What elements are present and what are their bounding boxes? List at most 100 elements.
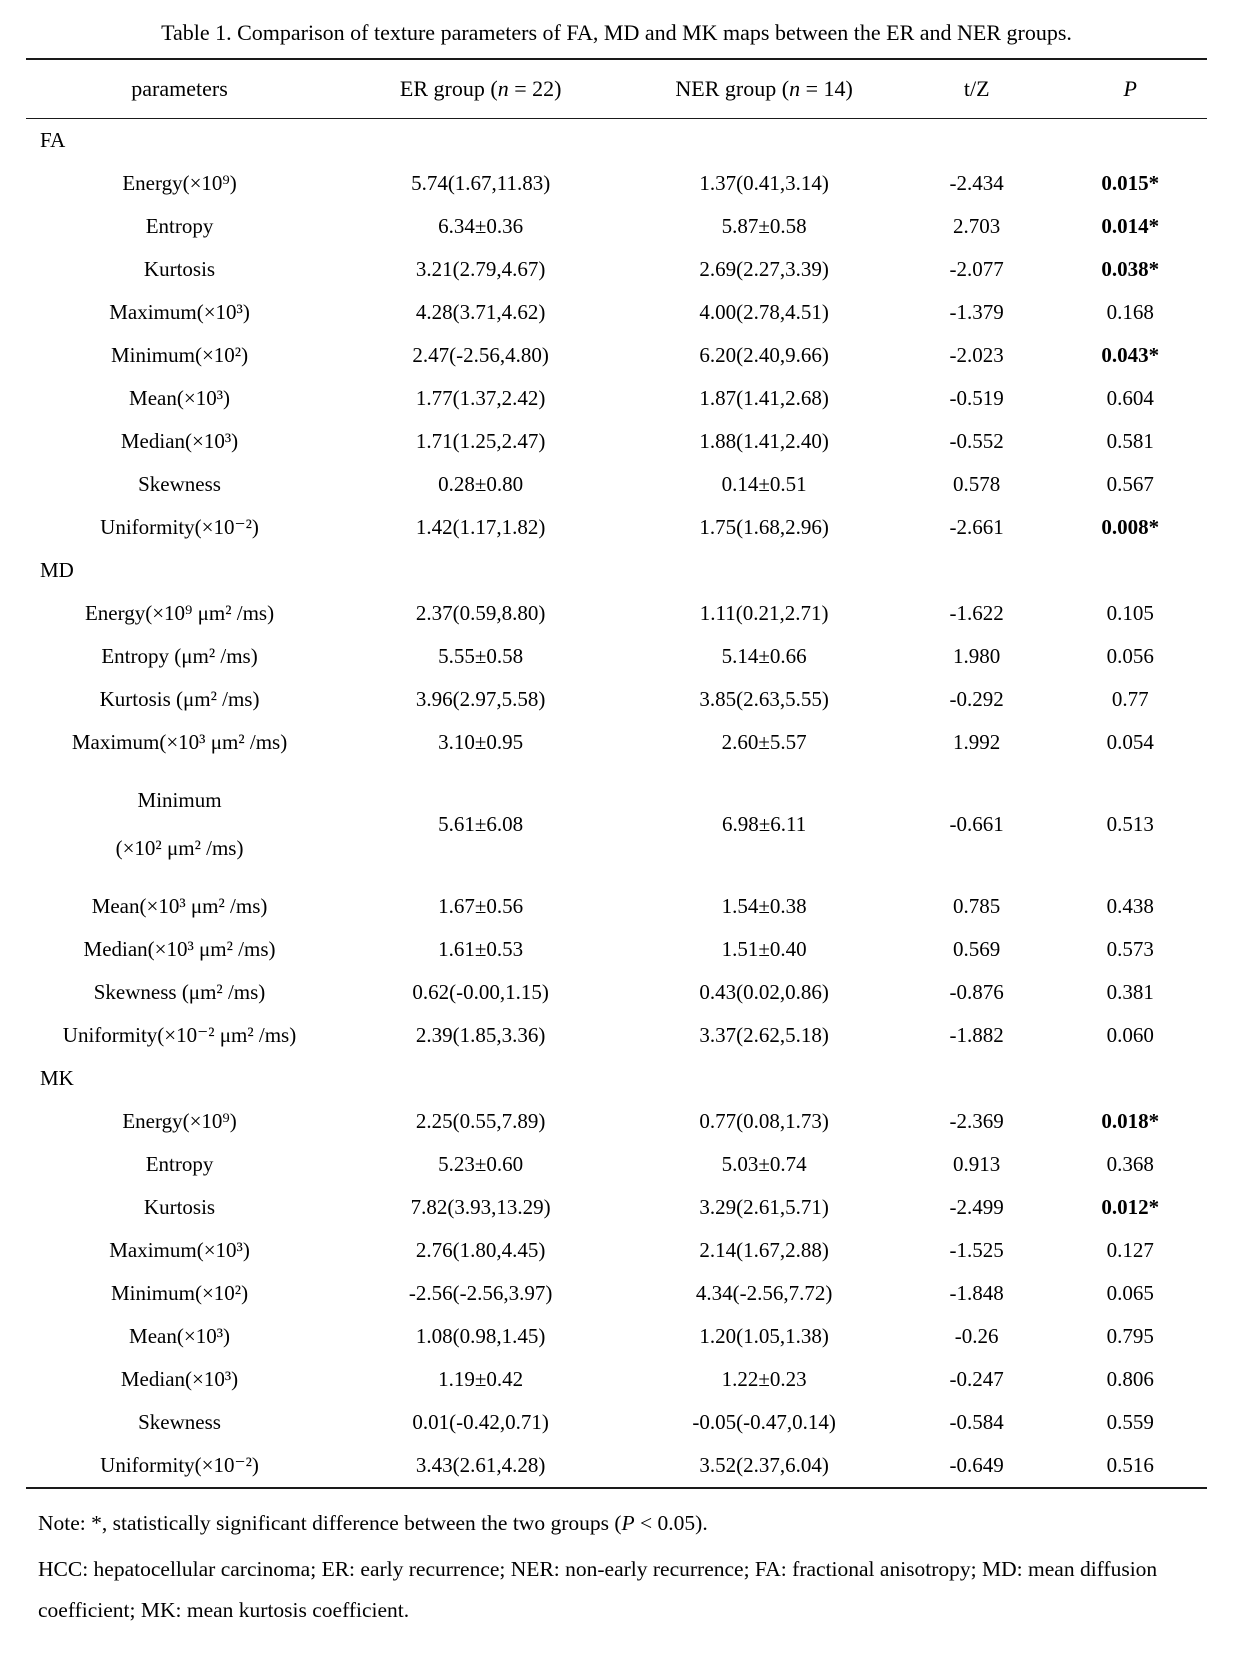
section-row: MD (26, 549, 1207, 592)
p-value-cell: 0.043* (1101, 343, 1160, 367)
p-value-cell: 0.795 (1106, 1323, 1154, 1348)
tz-value-cell: -0.26 (954, 1323, 999, 1348)
table-row: Minimum(×10²) 2.47(-2.56,4.80) 6.20(2.40,9… (26, 334, 1207, 377)
table-notes: Note: *, statistically significant diffe… (26, 1489, 1207, 1633)
er-value-cell: 1.77(1.37,2.42) (415, 386, 546, 410)
tz-value-cell: -2.369 (949, 1108, 1004, 1133)
ner-value-cell: 1.87(1.41,2.68) (699, 386, 829, 410)
tz-value-cell: -0.584 (949, 1409, 1004, 1434)
param-cell: Kurtosis (143, 1194, 216, 1219)
ner-value-cell: 1.75(1.68,2.96) (699, 515, 829, 539)
tz-value-cell: -0.292 (949, 687, 1004, 711)
tz-value-cell: 1.992 (953, 730, 1001, 754)
p-value-cell: 0.014* (1101, 214, 1160, 238)
param-cell: Maximum(×10³ μm² /ms) (71, 730, 288, 754)
table-row: Mean(×10³) 1.08(0.98,1.45) 1.20(1.05,1.38)… (26, 1315, 1207, 1358)
table-row: Mean(×10³ μm² /ms) 1.67±0.56 1.54±0.38 0.78… (26, 885, 1207, 928)
section-label: MD (40, 558, 74, 582)
table-row: Skewness 0.28±0.80 0.14±0.51 0.578 0.567 (26, 463, 1207, 506)
p-value-cell: 0.012* (1101, 1194, 1160, 1219)
ner-value-cell: 2.14(1.67,2.88) (699, 1237, 829, 1262)
tz-value-cell: 0.913 (953, 1151, 1001, 1176)
tz-value-cell: -1.848 (949, 1280, 1004, 1305)
table-row: Skewness 0.01(-0.42,0.71) -0.05(-0.47,0.14… (26, 1401, 1207, 1444)
ner-value-cell: 1.54±0.38 (721, 893, 807, 918)
note-significance-pre: Note: *, statistically significant diffe… (38, 1510, 622, 1535)
table-caption: Table 1. Comparison of texture parameter… (161, 20, 1072, 45)
ner-group-label-pre: NER group ( (675, 76, 790, 101)
tz-value-cell: -2.434 (949, 171, 1004, 195)
p-value-cell: 0.015* (1101, 171, 1160, 195)
table-row: Entropy 6.34±0.36 5.87±0.58 2.703 0.014* (26, 205, 1207, 248)
p-value-cell: 0.516 (1106, 1452, 1154, 1477)
p-value-cell: 0.168 (1106, 300, 1154, 324)
param-cell: Kurtosis (143, 257, 216, 281)
ner-value-cell: -0.05(-0.47,0.14) (692, 1409, 836, 1434)
p-value-cell: 0.054 (1106, 730, 1154, 754)
ner-value-cell: 3.29(2.61,5.71) (699, 1194, 829, 1219)
param-cell: Mean(×10³ μm² /ms) (91, 893, 268, 918)
p-value-cell: 0.065 (1106, 1280, 1154, 1305)
er-value-cell: 5.61±6.08 (438, 811, 524, 836)
param-cell: Median(×10³ μm² /ms) (83, 936, 276, 961)
ner-value-cell: 3.52(2.37,6.04) (699, 1452, 829, 1477)
er-value-cell: 0.28±0.80 (438, 472, 524, 496)
tz-value-cell: -1.525 (949, 1237, 1004, 1262)
er-value-cell: 2.47(-2.56,4.80) (412, 343, 549, 367)
param-cell: Energy(×10⁹ μm² /ms) (84, 601, 275, 625)
ner-value-cell: 5.87±0.58 (721, 214, 807, 238)
param-cell: Uniformity(×10⁻² μm² /ms) (62, 1022, 297, 1047)
param-cell: Mean(×10³) (129, 1323, 230, 1348)
ner-value-cell: 5.03±0.74 (721, 1151, 807, 1176)
tz-value-cell: -2.661 (949, 515, 1004, 539)
param-cell: Skewness (138, 1409, 221, 1434)
tz-value-cell: 0.785 (953, 893, 1001, 918)
col-header-parameters: parameters (26, 59, 334, 119)
ner-value-cell: 2.60±5.57 (721, 730, 807, 754)
col-header-p: P (1053, 59, 1207, 119)
er-value-cell: 1.42(1.17,1.82) (415, 515, 546, 539)
table-row: Kurtosis (μm² /ms) 3.96(2.97,5.58) 3.85(2.… (26, 678, 1207, 721)
param-cell: Entropy (145, 1151, 214, 1176)
er-value-cell: 2.25(0.55,7.89) (415, 1108, 546, 1133)
table-row: Minimum(×10²) -2.56(-2.56,3.97) 4.34(-2.56… (26, 1272, 1207, 1315)
table-row: Entropy (μm² /ms) 5.55±0.58 5.14±0.66 1.980… (26, 635, 1207, 678)
ner-value-cell: 1.37(0.41,3.14) (699, 171, 829, 195)
er-value-cell: 5.55±0.58 (438, 644, 524, 668)
col-header-ner-group: NER group (n = 14) (628, 59, 900, 119)
table-row: Energy(×10⁹) 5.74(1.67,11.83) 1.37(0.41,3.… (26, 162, 1207, 205)
er-value-cell: 3.96(2.97,5.58) (415, 687, 546, 711)
p-value-cell: 0.438 (1106, 893, 1154, 918)
param-cell: Median(×10³) (120, 429, 239, 453)
p-value-cell: 0.77 (1111, 687, 1149, 711)
table-row: Maximum(×10³ μm² /ms) 3.10±0.95 2.60±5.57 1… (26, 721, 1207, 764)
section-label: MK (40, 1065, 74, 1090)
er-value-cell: 4.28(3.71,4.62) (415, 300, 546, 324)
param-cell: Uniformity(×10⁻²) (100, 1452, 259, 1477)
tz-value-cell: -1.622 (949, 601, 1004, 625)
er-group-label-pre: ER group ( (399, 76, 498, 101)
table-row: Entropy 5.23±0.60 5.03±0.74 0.913 0.368 (26, 1143, 1207, 1186)
er-value-cell: 1.19±0.42 (438, 1366, 524, 1391)
er-group-label-post: = 22) (508, 76, 562, 101)
section-label: FA (40, 128, 66, 152)
p-value-cell: 0.008* (1101, 515, 1160, 539)
p-value-cell: 0.381 (1106, 979, 1154, 1004)
er-value-cell: 2.39(1.85,3.36) (415, 1022, 546, 1047)
ner-group-label-n: n (789, 76, 801, 101)
table-row: Median(×10³ μm² /ms) 1.61±0.53 1.51±0.40 0.… (26, 928, 1207, 971)
ner-value-cell: 0.77(0.08,1.73) (699, 1108, 829, 1133)
er-value-cell: 1.08(0.98,1.45) (415, 1323, 546, 1348)
ner-group-label-post: = 14) (800, 76, 853, 101)
er-value-cell: 5.74(1.67,11.83) (411, 171, 551, 195)
section-row: FA (26, 119, 1207, 163)
table-row: Mean(×10³) 1.77(1.37,2.42) 1.87(1.41,2.68)… (26, 377, 1207, 420)
param-cell: Maximum(×10³) (109, 300, 250, 324)
note-abbreviations: HCC: hepatocellular carcinoma; ER: early… (38, 1556, 1158, 1623)
tz-value-cell: -0.876 (949, 979, 1004, 1004)
param-cell: Entropy (145, 214, 214, 238)
p-value-cell: 0.105 (1106, 601, 1154, 625)
param-cell: Minimum (×10² μm² /ms) (115, 788, 244, 861)
param-cell: Median(×10³) (120, 1366, 239, 1391)
table-row: Maximum(×10³) 2.76(1.80,4.45) 2.14(1.67,2.… (26, 1229, 1207, 1272)
